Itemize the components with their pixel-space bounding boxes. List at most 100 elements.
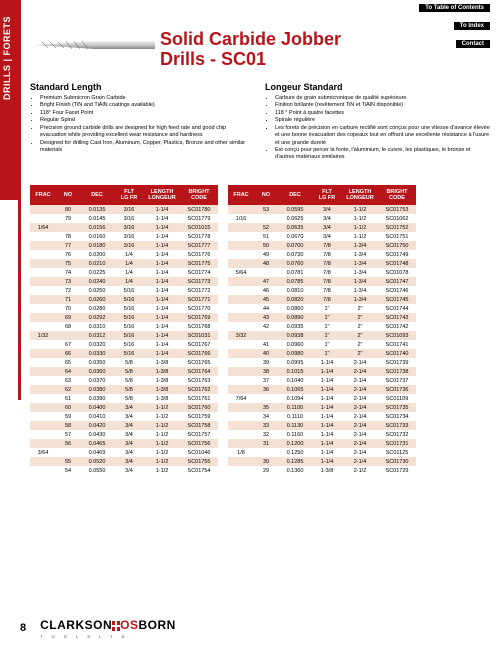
- table-cell: 50: [254, 241, 278, 250]
- table-cell: 2-1/4: [342, 394, 378, 403]
- subtitle-fr: Longeur Standard: [265, 82, 343, 92]
- bullet-item: 118° Four Facet Point: [40, 110, 250, 117]
- table-cell: 5/16: [114, 304, 144, 313]
- table-cell: 0.0240: [80, 277, 114, 286]
- table-cell: [30, 457, 56, 466]
- table-cell: 5/16: [114, 286, 144, 295]
- table-cell: [228, 340, 254, 349]
- table-cell: 2": [342, 340, 378, 349]
- table-row: 560.04653/41-1/2SC01756: [30, 439, 218, 448]
- table-cell: SC01780: [180, 205, 218, 214]
- table-row: 740.02251/41-1/4SC01774: [30, 268, 218, 277]
- link-index[interactable]: To Index: [454, 22, 490, 30]
- table-cell: 5/16: [114, 331, 144, 340]
- table-cell: SC01739: [378, 358, 416, 367]
- table-cell: [254, 394, 278, 403]
- table-row: 750.02101/41-1/4SC01775: [30, 259, 218, 268]
- table-cell: 0.0625: [278, 214, 312, 223]
- table-cell: [254, 214, 278, 223]
- table-cell: [30, 295, 56, 304]
- table-cell: 36: [254, 385, 278, 394]
- table-row: 760.02001/41-1/4SC01776: [30, 250, 218, 259]
- table-cell: 1-3/4: [342, 295, 378, 304]
- table-cell: SC01078: [378, 268, 416, 277]
- table-cell: [228, 349, 254, 358]
- spec-table-left: FRACNODECFLTLG FRLENGTHLONGEURBRIGHTCODE…: [30, 185, 218, 475]
- table-cell: 0.0670: [278, 232, 312, 241]
- table-cell: 0.0465: [80, 439, 114, 448]
- table-cell: [30, 241, 56, 250]
- table-cell: 3/4: [114, 439, 144, 448]
- table-cell: 1/4: [114, 268, 144, 277]
- table-cell: 0.0430: [80, 430, 114, 439]
- flag-icon: [112, 621, 120, 631]
- table-cell: SC01767: [180, 340, 218, 349]
- table-cell: 2": [342, 349, 378, 358]
- table-cell: 3/16: [114, 223, 144, 232]
- col-header: BRIGHTCODE: [180, 185, 218, 205]
- table-cell: [30, 430, 56, 439]
- table-cell: 79: [56, 214, 80, 223]
- table-cell: [228, 367, 254, 376]
- link-toc[interactable]: To Table of Contents: [419, 4, 490, 12]
- table-cell: SC01773: [180, 277, 218, 286]
- table-cell: 80: [56, 205, 80, 214]
- table-cell: 66: [56, 349, 80, 358]
- table-cell: 2-1/4: [342, 367, 378, 376]
- table-cell: [228, 313, 254, 322]
- table-row: 5/640.07817/81-3/4SC01078: [228, 268, 416, 277]
- table-cell: SC01757: [180, 430, 218, 439]
- table-cell: 53: [254, 205, 278, 214]
- table-cell: 64: [56, 367, 80, 376]
- link-contact[interactable]: Contact: [456, 40, 490, 48]
- table-cell: 1-3/8: [144, 367, 180, 376]
- table-cell: 1/64: [30, 223, 56, 232]
- table-cell: 60: [56, 403, 80, 412]
- table-cell: 3/4: [114, 412, 144, 421]
- bullet-item: Spirale régulière: [275, 117, 490, 124]
- table-cell: 0.0820: [278, 295, 312, 304]
- table-cell: SC01768: [180, 322, 218, 331]
- table-cell: 0.0310: [80, 322, 114, 331]
- table-cell: 0.0960: [278, 340, 312, 349]
- bullet-item: Les forets de précision en carbure recti…: [275, 125, 490, 147]
- table-cell: 1-1/2: [144, 439, 180, 448]
- table-cell: 5/16: [114, 349, 144, 358]
- table-cell: 65: [56, 358, 80, 367]
- col-header: LENGTHLONGEUR: [144, 185, 180, 205]
- table-cell: 0.1285: [278, 457, 312, 466]
- table-cell: [254, 331, 278, 340]
- table-row: 320.11601-1/42-1/4SC01732: [228, 430, 416, 439]
- table-cell: 1-1/2: [144, 421, 180, 430]
- table-cell: 35: [254, 403, 278, 412]
- table-cell: [30, 214, 56, 223]
- table-cell: 2": [342, 304, 378, 313]
- table-cell: 3/4: [114, 448, 144, 457]
- table-cell: 1-1/4: [312, 385, 342, 394]
- table-cell: 3/4: [114, 430, 144, 439]
- table-cell: [228, 358, 254, 367]
- table-row: 390.09951-1/42-1/4SC01739: [228, 358, 416, 367]
- table-cell: 1-1/4: [144, 286, 180, 295]
- table-cell: SC01743: [378, 313, 416, 322]
- table-cell: 0.0938: [278, 331, 312, 340]
- table-cell: 1": [312, 349, 342, 358]
- table-cell: 3/64: [30, 448, 56, 457]
- table-cell: 3/4: [114, 403, 144, 412]
- table-cell: 1-3/8: [144, 376, 180, 385]
- table-cell: 7/8: [312, 250, 342, 259]
- table-cell: 2-1/4: [342, 403, 378, 412]
- table-row: 550.05203/41-1/2SC01755: [30, 457, 218, 466]
- table-cell: [30, 412, 56, 421]
- table-cell: SC01738: [378, 367, 416, 376]
- table-cell: [56, 223, 80, 232]
- table-cell: SC01777: [180, 241, 218, 250]
- table-cell: 1-1/4: [144, 268, 180, 277]
- bullet-item: Regular Spiral: [40, 117, 250, 124]
- table-cell: 7/8: [312, 268, 342, 277]
- table-row: 290.13601-3/82-1/2SC01729: [228, 466, 416, 475]
- table-row: 380.10151-1/42-1/4SC01738: [228, 367, 416, 376]
- table-cell: 3/16: [114, 214, 144, 223]
- table-cell: 39: [254, 358, 278, 367]
- table-cell: 1-1/4: [144, 349, 180, 358]
